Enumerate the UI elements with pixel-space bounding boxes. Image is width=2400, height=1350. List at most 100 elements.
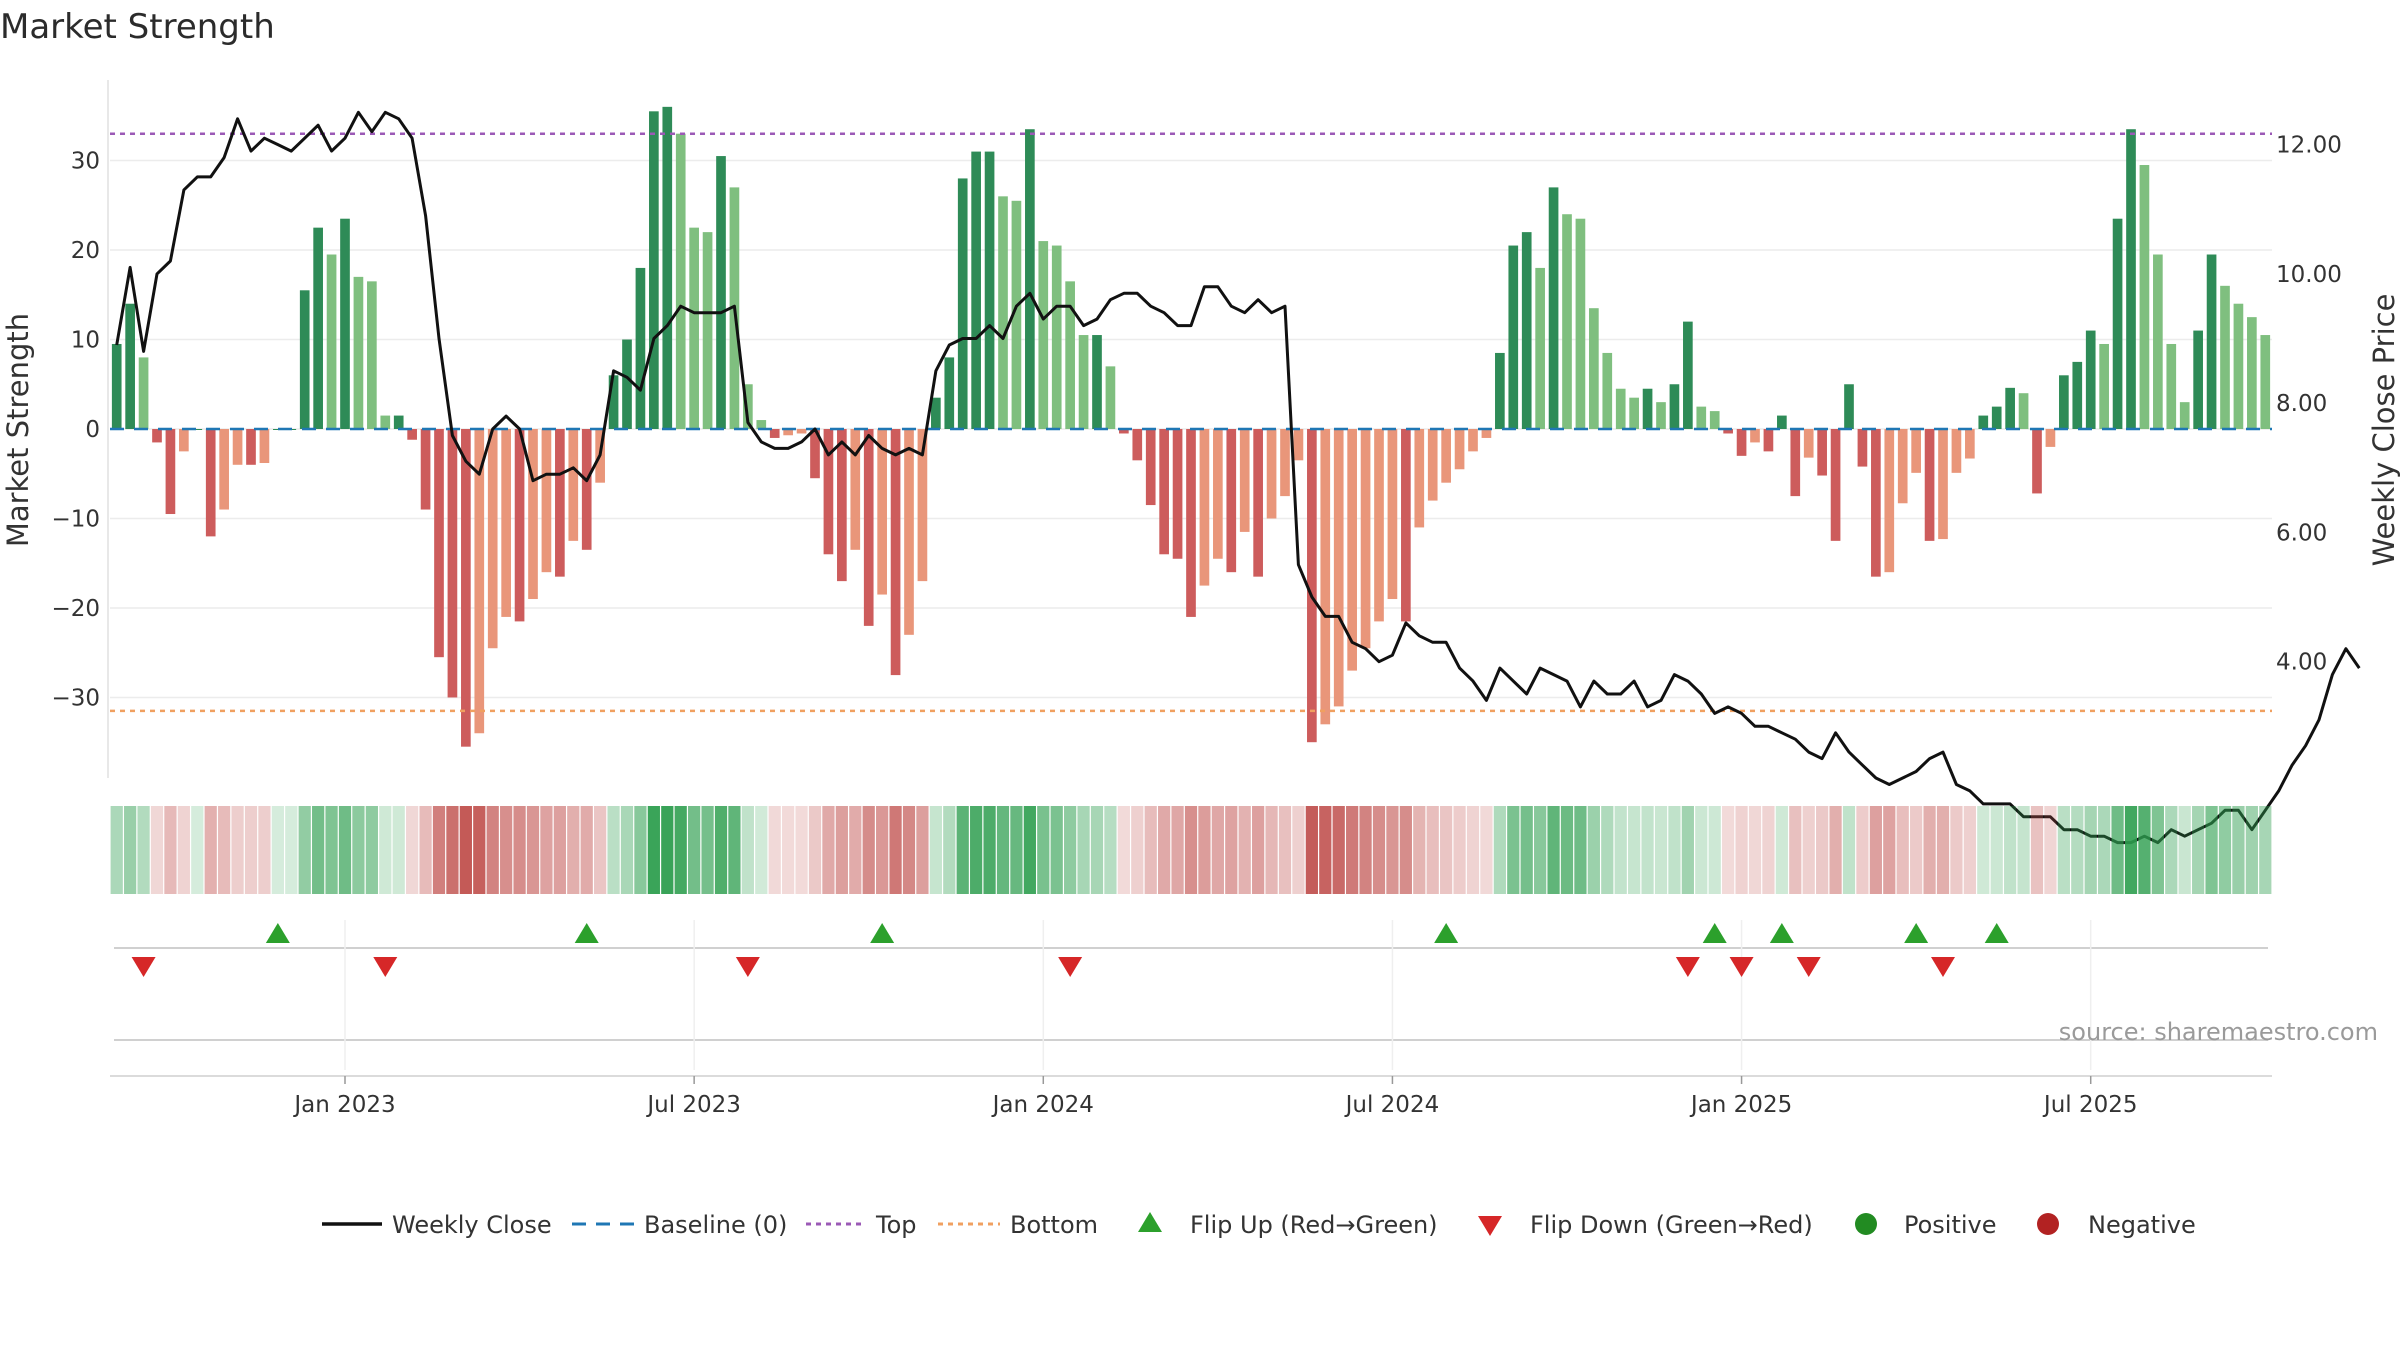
heat-cell — [916, 806, 929, 894]
bar-negative — [474, 429, 485, 734]
heat-cell — [1064, 806, 1077, 894]
bar-negative — [555, 429, 565, 577]
heat-cell — [124, 806, 137, 894]
heat-cell — [1346, 806, 1359, 894]
bar-positive — [353, 276, 364, 429]
bar-positive — [2206, 254, 2217, 429]
heat-cell — [1023, 806, 1036, 894]
heat-cell — [191, 806, 204, 894]
bar-negative — [1924, 429, 1935, 541]
heat-cell — [1292, 806, 1305, 894]
heat-cell — [1426, 806, 1439, 894]
heat-cell — [1748, 806, 1762, 894]
heat-cell — [782, 806, 795, 894]
heat-cell — [607, 806, 620, 894]
bar-positive — [2126, 129, 2136, 429]
flip-down-marker — [735, 957, 760, 977]
heat-cell — [1372, 806, 1386, 894]
bar-negative — [1213, 429, 1223, 559]
bar-negative — [837, 429, 847, 582]
heat-cell — [1681, 806, 1694, 894]
heat-cell — [218, 806, 231, 894]
bar-negative — [1884, 429, 1895, 573]
heat-cell — [1883, 806, 1896, 894]
y-left-ticks: 30 20 10 0 −10 −20 −30 — [51, 149, 100, 712]
bar-negative — [1199, 429, 1210, 586]
x-tick-label: Jan 2025 — [1689, 1092, 1792, 1118]
bar-positive — [1051, 245, 1062, 429]
y-right-tick-label: 10.00 — [2276, 262, 2342, 288]
heat-cell — [2232, 806, 2245, 894]
flip-markers-panel — [114, 920, 2268, 1070]
bar-positive — [1683, 321, 1693, 429]
chart-title: Market Strength — [0, 7, 275, 47]
bar-positive — [1991, 406, 2002, 429]
bar-positive — [1589, 308, 1599, 429]
heat-cell — [365, 806, 378, 894]
bar-negative — [1253, 429, 1263, 577]
heat-cell — [741, 806, 754, 894]
heat-cell — [2178, 806, 2191, 894]
flip-down-marker — [1058, 957, 1083, 977]
strength-bars — [111, 106, 2271, 747]
bar-negative — [890, 429, 901, 676]
heat-cell — [1453, 806, 1466, 894]
flip-up-marker — [1984, 923, 2009, 943]
heat-cell — [2192, 806, 2205, 894]
heat-cell — [1963, 806, 1976, 894]
heat-cell — [1910, 806, 1923, 894]
x-tick-label: Jan 2023 — [292, 1092, 395, 1118]
bar-positive — [743, 384, 753, 429]
heat-cell — [244, 806, 258, 894]
heat-cell — [996, 806, 1010, 894]
legend-label: Baseline (0) — [644, 1211, 787, 1239]
bar-negative — [1911, 429, 1921, 473]
heat-cell — [2057, 806, 2070, 894]
legend-label: Flip Up (Red→Green) — [1190, 1211, 1438, 1239]
bar-negative — [1857, 429, 1868, 467]
heat-cell — [459, 806, 472, 894]
y-left-axis-label: Market Strength — [1, 313, 35, 547]
heat-cell — [1614, 806, 1627, 894]
bar-negative — [1307, 429, 1317, 743]
heat-cell — [1493, 806, 1506, 894]
heat-cell — [956, 806, 969, 894]
bar-negative — [783, 429, 793, 436]
bar-negative — [1347, 429, 1357, 671]
bar-positive — [675, 133, 686, 429]
bar-positive — [2193, 330, 2203, 429]
bar-positive — [2085, 330, 2096, 429]
heat-cell — [1574, 806, 1587, 894]
bar-positive — [957, 178, 968, 429]
bar-negative — [1871, 429, 1881, 577]
bar-positive — [125, 303, 135, 429]
legend-label: Top — [875, 1211, 917, 1239]
y-right-tick-label: 6.00 — [2276, 520, 2327, 546]
heat-cell — [1104, 806, 1117, 894]
bar-positive — [1508, 245, 1519, 429]
heat-cell — [580, 806, 593, 894]
heat-cell — [1856, 806, 1869, 894]
bar-negative — [1817, 429, 1827, 476]
heat-cell — [1668, 806, 1681, 894]
bar-negative — [420, 429, 431, 510]
heat-cell — [1386, 806, 1399, 894]
heat-cell — [2151, 806, 2164, 894]
bar-positive — [393, 415, 404, 429]
bar-positive — [2139, 165, 2150, 429]
bar-negative — [917, 429, 928, 582]
heat-cell — [2004, 806, 2017, 894]
bar-positive — [931, 397, 941, 429]
heat-cell — [1225, 806, 1238, 894]
heat-cell — [876, 806, 889, 894]
y-left-tick-label: −20 — [51, 596, 100, 622]
bar-negative — [487, 429, 498, 649]
legend: Weekly Close Baseline (0) Top Bottom Flip Up… — [322, 1211, 2196, 1239]
heat-cell — [862, 806, 875, 894]
bar-positive — [622, 339, 632, 429]
heat-cell — [1829, 806, 1842, 894]
heat-cell — [432, 806, 446, 894]
heat-cell — [1654, 806, 1668, 894]
bar-positive — [192, 429, 203, 430]
bar-negative — [1172, 429, 1183, 559]
